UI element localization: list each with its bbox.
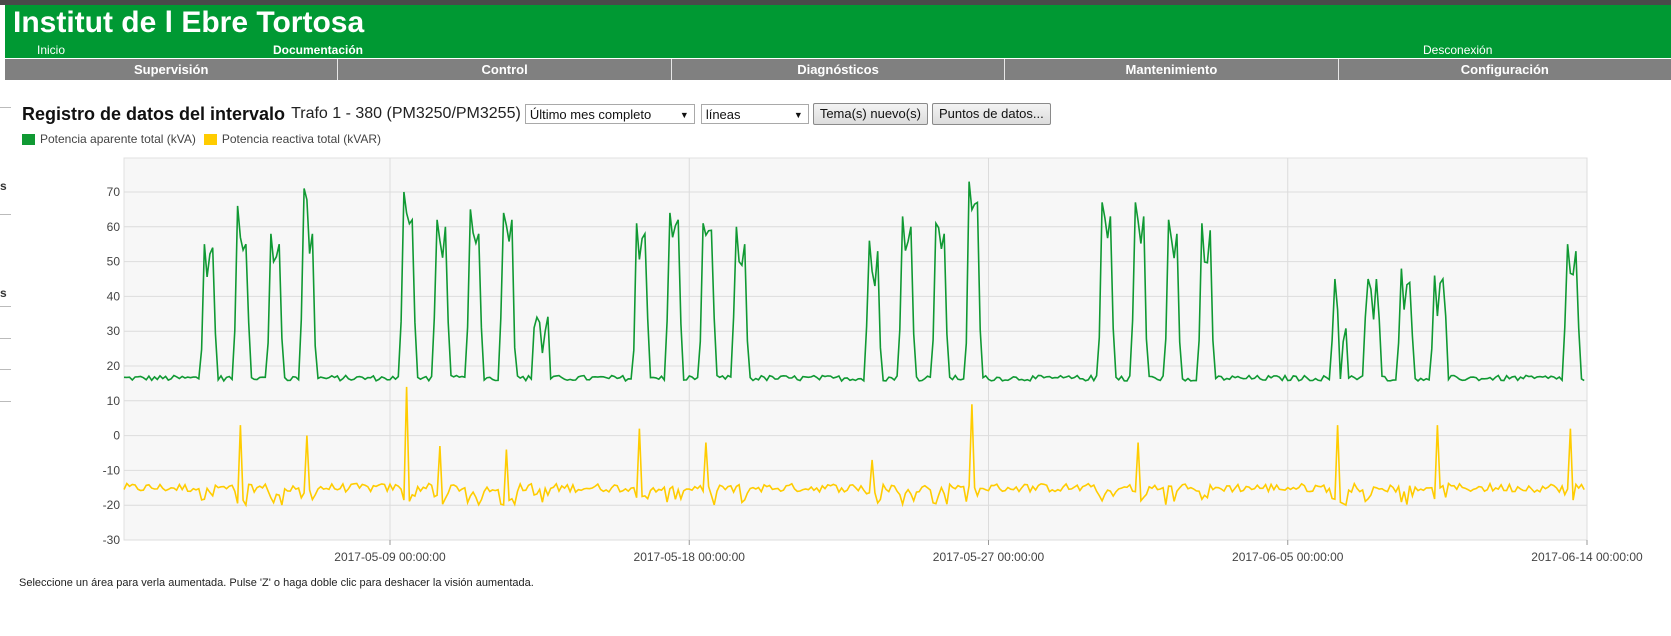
y-tick-label: 20 <box>107 359 121 373</box>
dropdown-arrow-icon: ▼ <box>793 110 803 120</box>
window-top-strip <box>0 0 1671 5</box>
interval-chart[interactable]: 70 60 50 40 30 20 10 0 -10 -20 -30 2017-05-09 00:00… <box>0 148 1671 568</box>
datapoints-button[interactable]: Puntos de datos... <box>931 103 1051 125</box>
period-select[interactable]: Último mes completo ▼ <box>524 104 695 124</box>
legend-label: Potencia aparente total (kVA) <box>40 132 196 146</box>
plot-area <box>123 157 1588 541</box>
sidebar-divider <box>0 306 11 307</box>
dropdown-arrow-icon: ▼ <box>679 110 689 120</box>
x-tick-label: 2017-06-14 00:00:00 <box>1531 550 1643 564</box>
documentation-link[interactable]: Documentación <box>273 43 364 57</box>
legend-item-apparent-power[interactable]: Potencia aparente total (kVA) <box>22 132 196 146</box>
x-tick-label: 2017-05-27 00:00:00 <box>933 550 1045 564</box>
report-toolbar: Registro de datos del intervalo Trafo 1 … <box>22 102 1051 126</box>
legend-item-reactive-power[interactable]: Potencia reactiva total (kVAR) <box>203 132 382 146</box>
sidebar-fragment: s <box>0 179 7 193</box>
chart-legend: Potencia aparente total (kVA) Potencia r… <box>22 132 389 146</box>
y-tick-label: 10 <box>107 394 121 408</box>
legend-label: Potencia reactiva total (kVAR) <box>221 132 382 146</box>
tab-diagnostics[interactable]: Diagnósticos <box>672 59 1006 80</box>
report-title: Registro de datos del intervalo <box>22 103 286 124</box>
series-line-apparent-power <box>123 181 1585 383</box>
logout-link[interactable]: Desconexión <box>1423 43 1493 57</box>
tab-configuration[interactable]: Configuración <box>1460 62 1549 77</box>
y-tick-label: 40 <box>107 289 121 303</box>
sidebar-divider <box>0 369 11 370</box>
app-header: Institut de l Ebre Tortosa Inicio Docume… <box>5 5 1671 58</box>
app-title: Institut de l Ebre Tortosa <box>13 6 365 39</box>
legend-swatch-green <box>22 133 35 145</box>
new-topic-button[interactable]: Tema(s) nuevo(s) <box>812 103 928 125</box>
sidebar-divider <box>0 107 11 108</box>
zoom-hint: Seleccione un área para verla aumentada.… <box>19 577 534 589</box>
x-tick-label: 2017-05-18 00:00:00 <box>634 550 746 564</box>
sidebar-divider <box>0 401 11 402</box>
chart-style-value: líneas <box>705 107 741 122</box>
legend-swatch-yellow <box>203 133 217 145</box>
x-tick-label: 2017-06-05 00:00:00 <box>1232 550 1344 564</box>
sidebar-divider <box>0 338 11 339</box>
sidebar-fragment: s <box>0 286 7 300</box>
period-select-value: Último mes completo <box>529 107 652 122</box>
home-link[interactable]: Inicio <box>37 43 66 57</box>
y-tick-label: 50 <box>107 255 121 269</box>
series-line-reactive-power <box>123 386 1585 508</box>
tab-control[interactable]: Control <box>338 59 672 80</box>
sidebar-divider <box>0 214 11 215</box>
tab-supervision[interactable]: Supervisión <box>5 59 339 80</box>
y-tick-label: -20 <box>103 498 121 512</box>
y-tick-label: 60 <box>107 220 121 234</box>
y-tick-label: 0 <box>113 429 120 443</box>
y-tick-label: -30 <box>103 533 121 547</box>
chart-style-select[interactable]: líneas ▼ <box>700 104 809 124</box>
tab-maintenance[interactable]: Mantenimiento <box>1005 59 1339 80</box>
x-tick-label: 2017-05-09 00:00:00 <box>334 550 446 564</box>
y-tick-label: -10 <box>103 463 121 477</box>
device-label: Trafo 1 - 380 (PM3250/PM3255) <box>291 105 521 122</box>
y-tick-label: 30 <box>107 324 121 338</box>
y-tick-label: 70 <box>107 185 121 199</box>
main-nav: Supervisión Control Diagnósticos Manteni… <box>5 59 1671 80</box>
